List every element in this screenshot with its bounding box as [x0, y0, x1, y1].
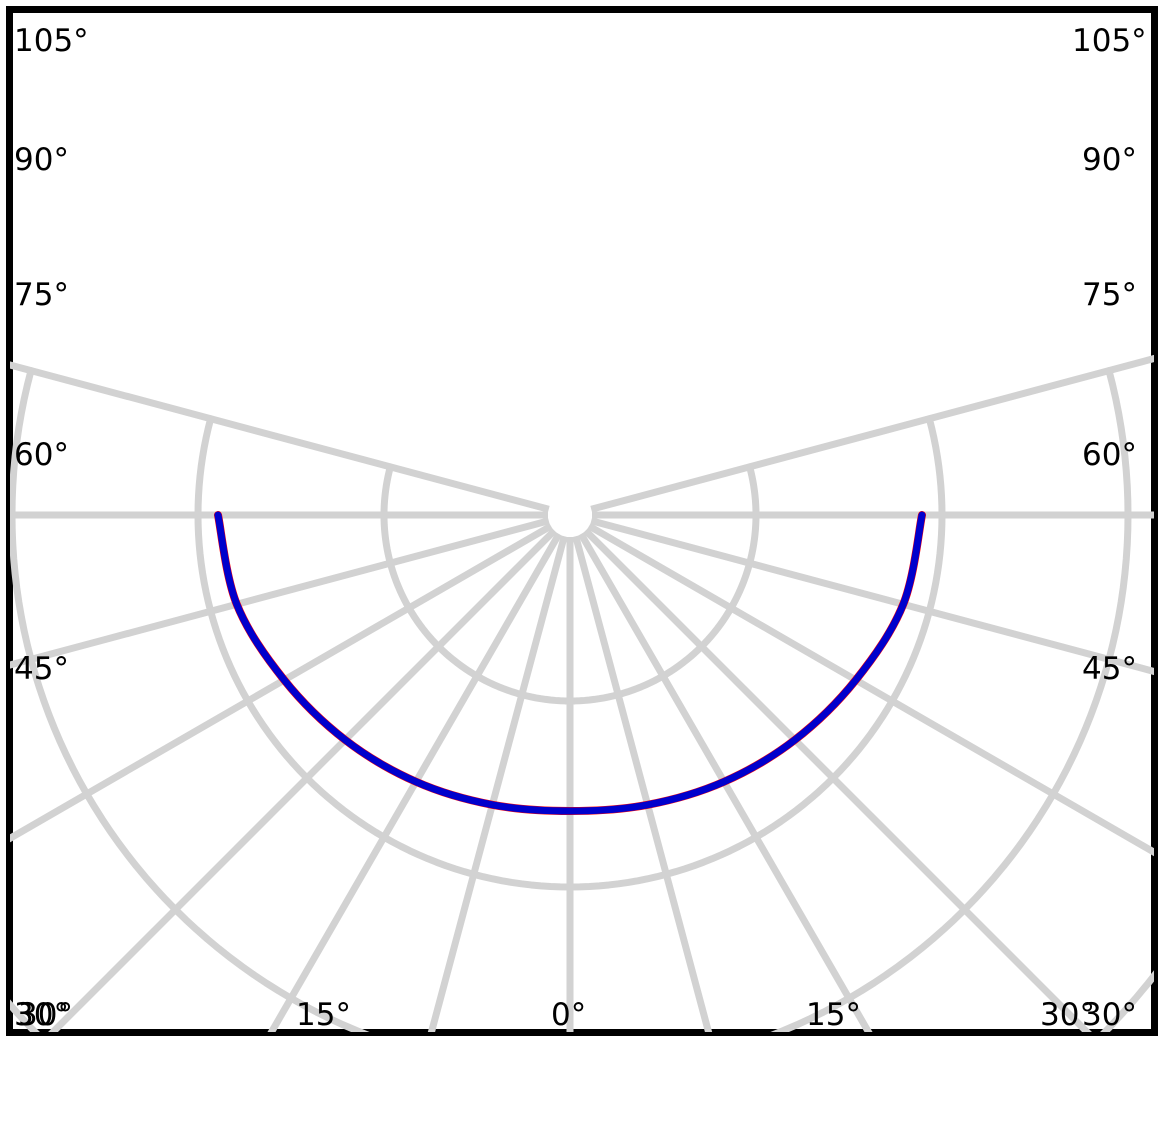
chart-footer: cd/klm η = 100% C0 - C180 C90 - C270	[0, 1036, 1164, 1143]
angle-label-left-0: 105°	[14, 23, 89, 59]
angle-label-left-4: 45°	[14, 651, 69, 687]
angle-label-right-5: 30°	[1082, 997, 1137, 1033]
angle-label-left-2: 75°	[14, 277, 69, 313]
angle-label-right-2: 75°	[1082, 277, 1137, 313]
angle-label-left-5: 30°	[14, 997, 69, 1033]
angle-label-left-3: 60°	[14, 437, 69, 473]
angle-label-bottom-1: 15°	[296, 997, 351, 1033]
angle-label-left-1: 90°	[14, 142, 69, 178]
angle-label-bottom-0: 30°	[18, 997, 73, 1033]
angle-label-bottom-2: 0°	[551, 997, 587, 1033]
angle-label-bottom-4: 30°	[1040, 997, 1095, 1033]
angle-label-right-3: 60°	[1082, 437, 1137, 473]
plot-frame	[6, 6, 1158, 1036]
angle-label-bottom-3: 15°	[806, 997, 861, 1033]
angle-label-right-4: 45°	[1082, 651, 1137, 687]
angle-label-right-1: 90°	[1082, 142, 1137, 178]
angle-label-right-0: 105°	[1072, 23, 1147, 59]
